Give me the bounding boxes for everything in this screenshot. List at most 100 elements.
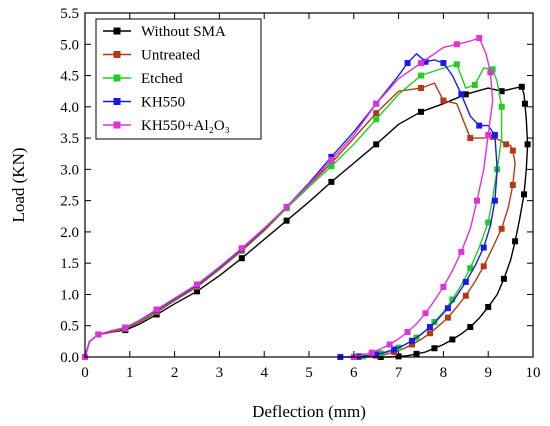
data-point [404, 328, 411, 335]
y-tick-label: 3.0 [60, 162, 79, 178]
data-point [328, 163, 335, 170]
data-point [373, 100, 380, 107]
data-point [194, 288, 200, 295]
data-point [409, 341, 416, 348]
data-point [518, 83, 525, 90]
data-point [122, 324, 129, 331]
data-point [498, 103, 505, 110]
y-tick-label: 4.0 [60, 100, 79, 116]
data-point [440, 283, 447, 290]
data-point [328, 156, 335, 163]
data-point [491, 197, 498, 204]
data-point [485, 219, 492, 226]
data-point [524, 141, 531, 148]
data-point [194, 281, 200, 288]
data-point [476, 122, 483, 129]
y-tick-label: 2.0 [60, 225, 79, 241]
data-point [521, 191, 528, 198]
data-point [409, 337, 416, 344]
data-point [498, 88, 505, 95]
legend-label: KH550 [141, 95, 185, 111]
data-point [480, 263, 487, 270]
data-point [426, 323, 433, 330]
data-point [467, 323, 474, 330]
x-tick-label: 3 [216, 365, 224, 381]
data-point [471, 81, 478, 88]
data-point [503, 141, 510, 148]
data-point [373, 110, 380, 117]
data-point [453, 61, 460, 68]
data-point [485, 131, 492, 138]
data-point [440, 97, 447, 104]
y-tick-label: 2.5 [60, 194, 79, 210]
legend: Without SMA Untreated Etched KH550 KH550+Al₂… [95, 18, 262, 140]
data-point [467, 265, 474, 272]
data-point [462, 91, 469, 98]
data-point [404, 60, 411, 67]
data-point [487, 69, 494, 76]
data-point [476, 35, 483, 42]
y-tick-label: 5.5 [60, 6, 79, 22]
data-point [95, 331, 102, 338]
y-tick-label: 1.5 [60, 256, 79, 272]
x-axis-title: Deflection (mm) [252, 402, 366, 421]
x-tick-label: 8 [440, 365, 448, 381]
data-point [328, 160, 335, 167]
data-point [368, 349, 375, 356]
y-axis-title: Load (KN) [9, 147, 28, 222]
y-tick-label: 0.0 [60, 350, 79, 366]
x-tick-label: 4 [260, 365, 268, 381]
data-point [453, 41, 460, 48]
series-line [84, 82, 516, 358]
legend-marker [113, 74, 121, 82]
data-point [413, 350, 420, 357]
x-tick-label: 10 [526, 365, 541, 381]
data-point [485, 303, 492, 310]
y-tick-label: 3.5 [60, 131, 79, 147]
x-tick-label: 2 [171, 365, 179, 381]
data-point [449, 296, 456, 303]
data-point [418, 108, 424, 115]
data-point [509, 147, 516, 154]
data-point [467, 135, 474, 142]
data-point [458, 91, 465, 98]
data-point [422, 310, 429, 317]
legend-label: KH550+Al₂O₃ [141, 118, 230, 134]
data-point [373, 141, 380, 148]
data-point [449, 336, 456, 343]
data-point [474, 197, 480, 204]
data-point [444, 314, 451, 321]
data-point [462, 278, 469, 285]
y-tick-label: 1.0 [60, 287, 79, 303]
data-point [422, 58, 429, 65]
data-point [431, 345, 438, 352]
data-point [418, 72, 424, 79]
legend-label: Without SMA [141, 24, 226, 40]
data-point [500, 275, 507, 282]
data-point [418, 60, 424, 67]
legend-label: Etched [141, 71, 183, 87]
data-point [521, 100, 528, 107]
data-point [418, 85, 424, 92]
data-point [440, 60, 447, 67]
x-tick-label: 6 [350, 365, 358, 381]
x-tick-label: 7 [395, 365, 403, 381]
legend-box [95, 18, 262, 140]
data-point [444, 305, 451, 312]
legend-label: Untreated [141, 48, 201, 64]
data-point [480, 244, 487, 251]
data-point [328, 153, 335, 160]
data-point [491, 131, 498, 138]
legend-marker [113, 98, 121, 105]
data-point [512, 238, 519, 245]
legend-marker [113, 27, 121, 35]
y-tick-label: 0.5 [60, 319, 79, 335]
data-point [238, 245, 245, 252]
x-tick-label: 1 [126, 365, 134, 381]
x-tick-label: 9 [484, 365, 492, 381]
data-point [373, 351, 380, 358]
series-line [84, 86, 529, 358]
legend-marker [113, 51, 121, 58]
data-point [458, 248, 465, 255]
